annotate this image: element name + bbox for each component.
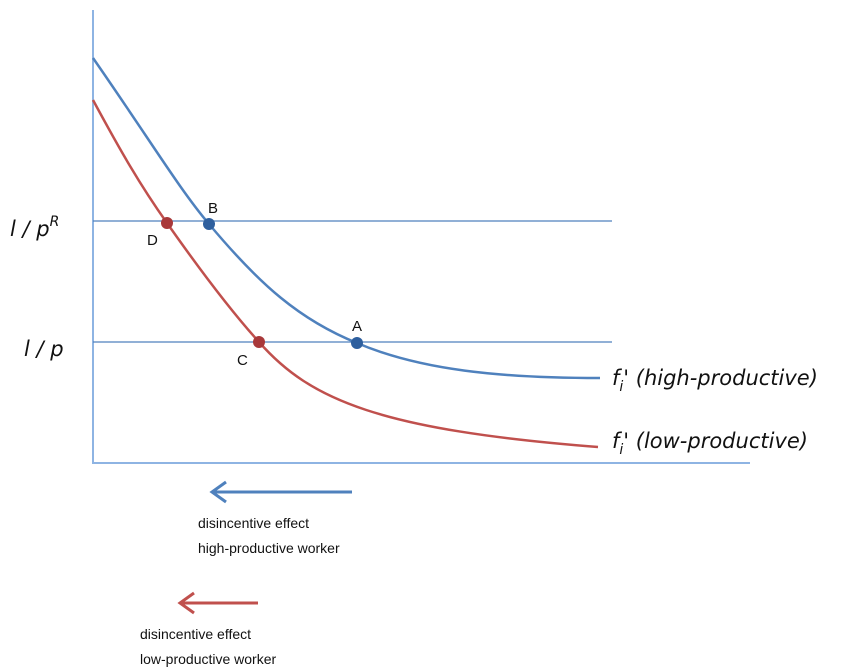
arrow-caption: low-productive worker	[140, 651, 276, 667]
arrow-head	[177, 591, 195, 615]
point-label: C	[237, 352, 248, 369]
label-sub: i	[619, 442, 623, 458]
point-a	[351, 337, 363, 349]
label-base: f	[612, 366, 623, 390]
arrow-caption: disincentive effect	[198, 515, 309, 531]
point-c	[253, 336, 265, 348]
arrow-caption: disincentive effect	[140, 626, 251, 642]
high-productive-curve	[91, 57, 601, 380]
arrow-caption: high-productive worker	[198, 540, 340, 556]
point-d	[161, 217, 173, 229]
label-sup: R	[50, 214, 60, 230]
arrow-head	[209, 480, 227, 504]
label-rest: ' (low-productive)	[623, 429, 808, 453]
curve-label: fi' (low-productive)	[612, 429, 808, 458]
label-rest: ' (high-productive)	[623, 366, 818, 390]
low-productive-curve	[91, 99, 599, 449]
label-sub: i	[619, 379, 623, 395]
point-label: A	[352, 318, 362, 335]
curve-label: fi' (high-productive)	[612, 366, 818, 395]
label-base: f	[612, 429, 623, 453]
label-base: l / p	[10, 217, 50, 241]
y-label: l / p	[24, 337, 64, 361]
point-label: D	[147, 232, 158, 249]
point-label: B	[208, 200, 218, 217]
y-label: l / pR	[10, 214, 59, 241]
point-b	[203, 218, 215, 230]
